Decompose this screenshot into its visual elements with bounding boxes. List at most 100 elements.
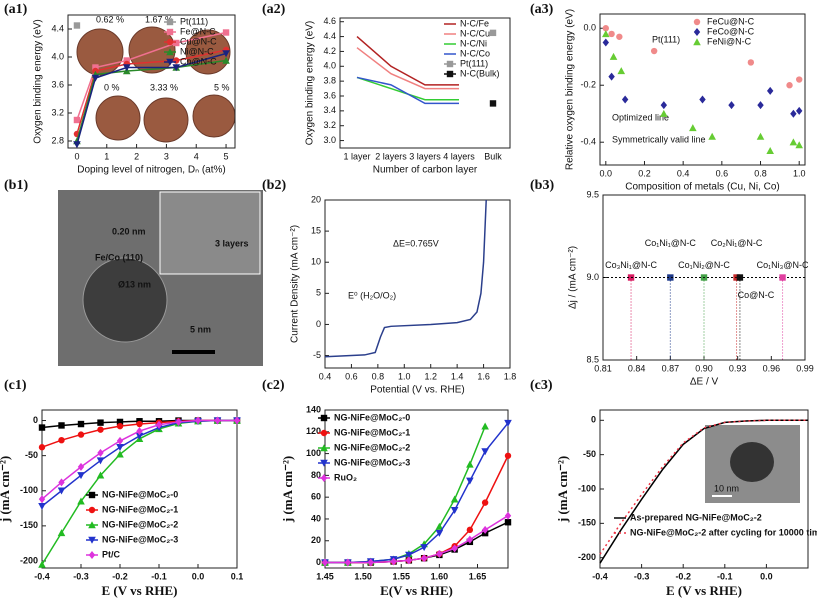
x-tick-label: 0.4 bbox=[677, 168, 690, 178]
legend-label: N-C(Bulk) bbox=[460, 68, 500, 78]
x-tick-label: 0.6 bbox=[716, 168, 729, 178]
marker bbox=[435, 522, 444, 530]
x-tick-label: 0.0 bbox=[600, 168, 613, 178]
legend-label: Pt(111) bbox=[180, 16, 208, 26]
x-tick-label: 0.4 bbox=[319, 371, 332, 381]
marker bbox=[504, 519, 512, 526]
marker bbox=[320, 429, 328, 437]
y-tick-label: 20 bbox=[311, 194, 321, 204]
marker bbox=[73, 116, 81, 124]
x-tick-label: Bulk bbox=[484, 151, 502, 161]
marker bbox=[77, 462, 85, 471]
point-label: Co₁Ni₁@N-C bbox=[645, 238, 697, 248]
series-line bbox=[356, 47, 459, 90]
x-tick-label: 1.2 bbox=[424, 371, 437, 381]
marker bbox=[58, 478, 65, 487]
y-tick-label: -50 bbox=[583, 449, 596, 459]
marker bbox=[222, 29, 230, 36]
marker bbox=[602, 25, 610, 32]
marker bbox=[58, 436, 65, 444]
marker bbox=[693, 18, 701, 26]
y-tick-label: 9.0 bbox=[586, 272, 599, 282]
marker bbox=[320, 414, 328, 422]
annotation: Optimized line bbox=[612, 112, 669, 122]
marker bbox=[602, 30, 610, 38]
marker bbox=[650, 47, 658, 55]
tem-inset bbox=[159, 191, 261, 275]
x-tick-label: 4 bbox=[194, 151, 199, 161]
marker bbox=[116, 450, 124, 458]
marker bbox=[38, 444, 46, 451]
legend-label: N-C/Fe bbox=[460, 18, 489, 28]
y-tick-label: 100 bbox=[306, 448, 321, 458]
x-axis-label: E (V vs RHE) bbox=[102, 583, 178, 598]
marker bbox=[766, 86, 774, 95]
x-tick-label: 0.2 bbox=[638, 168, 651, 178]
marker bbox=[96, 471, 105, 479]
marker bbox=[320, 459, 328, 467]
marker bbox=[795, 76, 803, 83]
series-line bbox=[356, 76, 459, 105]
legend-label: Pt(111) bbox=[460, 58, 488, 68]
x-tick-label: 0.84 bbox=[628, 363, 646, 373]
marker bbox=[97, 419, 104, 426]
y-tick-label: 80 bbox=[311, 470, 321, 480]
x-axis-label: ΔE / V bbox=[690, 377, 719, 388]
x-tick-label: 1.6 bbox=[477, 371, 490, 381]
y-tick-label: 3.8 bbox=[323, 76, 336, 86]
marker bbox=[155, 420, 163, 429]
marker bbox=[481, 525, 489, 534]
marker bbox=[621, 95, 629, 104]
legend-label: NG-NiFe@MoC₂-3 bbox=[334, 457, 410, 467]
marker bbox=[88, 491, 96, 499]
marker bbox=[609, 52, 618, 60]
y-axis-label: Oxygen binding energy (eV) bbox=[33, 19, 44, 144]
marker bbox=[466, 526, 474, 534]
marker bbox=[135, 432, 144, 440]
panel-label: (a2) bbox=[262, 2, 286, 17]
legend-label: NG-NiFe@MoC₂-1 bbox=[102, 504, 178, 514]
y-tick-label: 3.4 bbox=[323, 105, 336, 115]
marker bbox=[321, 558, 329, 567]
x-tick-label: -0.1 bbox=[151, 571, 167, 581]
x-tick-label: 1.4 bbox=[451, 371, 464, 381]
particle bbox=[76, 28, 124, 76]
y-tick-label: -150 bbox=[20, 520, 38, 530]
y-tick-label: 5 bbox=[316, 288, 321, 298]
y-axis-label: j (mA cm⁻²) bbox=[555, 456, 570, 523]
marker bbox=[420, 544, 428, 552]
y-tick-label: 10 bbox=[311, 257, 321, 267]
marker bbox=[789, 138, 798, 146]
marker bbox=[616, 33, 623, 40]
marker bbox=[97, 448, 104, 457]
marker bbox=[88, 506, 96, 514]
marker bbox=[77, 497, 85, 505]
x-axis-label: Composition of metals (Cu, Ni, Co) bbox=[625, 182, 780, 193]
y-tick-label: 3.0 bbox=[323, 135, 336, 145]
x-tick-label: -0.2 bbox=[675, 571, 691, 581]
point-label: Co₁Ni₃@N-C bbox=[757, 260, 809, 270]
x-tick-label: 1.8 bbox=[504, 371, 517, 381]
particle bbox=[82, 257, 168, 343]
x-tick-label: 0.8 bbox=[754, 168, 767, 178]
legend-label: NG-NiFe@MoC₂-0 bbox=[102, 489, 178, 499]
marker bbox=[617, 67, 626, 75]
y-tick-label: -100 bbox=[20, 485, 38, 495]
x-tick-label: 2 bbox=[134, 151, 139, 161]
y-tick-label: 40 bbox=[311, 513, 321, 523]
legend-label: N-C/Co bbox=[460, 48, 490, 58]
marker bbox=[504, 419, 512, 427]
annotation: Pt(111) bbox=[652, 34, 680, 44]
tem-image bbox=[58, 190, 263, 366]
marker bbox=[73, 141, 81, 149]
legend-label: Cu@N-C bbox=[180, 36, 217, 46]
marker bbox=[57, 529, 66, 537]
legend-label: FeNi@N-C bbox=[707, 36, 752, 46]
marker bbox=[320, 474, 328, 482]
x-tick-label: 0.6 bbox=[345, 371, 358, 381]
y-tick-label: 140 bbox=[306, 404, 321, 414]
marker bbox=[194, 416, 202, 425]
x-tick-label: 0.0 bbox=[760, 571, 773, 581]
marker bbox=[608, 72, 615, 81]
marker bbox=[790, 109, 797, 118]
